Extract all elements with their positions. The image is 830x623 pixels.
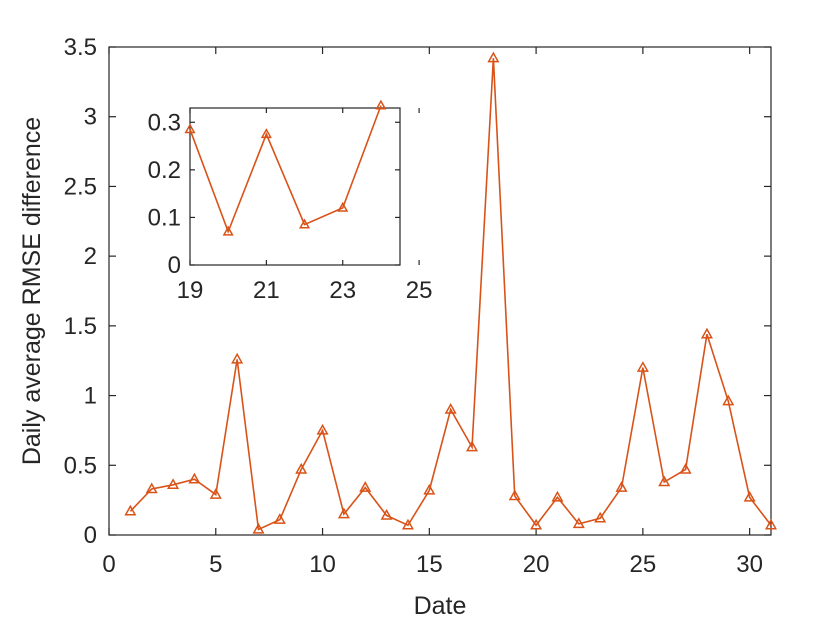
- data-point: [551, 490, 564, 502]
- data-point: [316, 423, 329, 435]
- data-point: [337, 507, 350, 519]
- x-tick-label: 10: [309, 551, 336, 578]
- data-point: [722, 394, 735, 406]
- data-point: [743, 490, 756, 502]
- x-tick-label: 20: [523, 551, 550, 578]
- y-tick-label: 0: [84, 522, 97, 549]
- data-point: [145, 482, 158, 494]
- data-point: [530, 518, 543, 530]
- x-tick-label: 30: [736, 551, 763, 578]
- data-point: [594, 511, 607, 523]
- data-point: [444, 402, 457, 414]
- inset-data-point: [298, 218, 311, 229]
- y-tick-label: 3: [84, 104, 97, 131]
- series-line: [129, 58, 772, 531]
- data-point: [658, 475, 671, 487]
- inset-x-tick-label: 23: [329, 277, 356, 304]
- inset-y-tick-label: 0.3: [148, 109, 181, 136]
- inset-data-point: [260, 128, 272, 139]
- y-tick-label: 3.5: [64, 34, 97, 61]
- data-point: [209, 488, 222, 499]
- data-point: [615, 481, 628, 492]
- data-point: [764, 518, 778, 530]
- y-tick-label: 0.5: [64, 452, 97, 479]
- data-point: [401, 518, 414, 530]
- data-point: [295, 462, 308, 474]
- inset-y-tick-label: 0.2: [148, 157, 181, 184]
- data-point: [252, 522, 265, 534]
- inset-data-point: [337, 201, 349, 212]
- data-point: [423, 483, 436, 495]
- data-point: [572, 517, 585, 529]
- data-point: [380, 508, 393, 520]
- inset-data-point: [375, 99, 387, 110]
- inset-y-tick-label: 0: [168, 252, 181, 279]
- data-point: [359, 481, 372, 492]
- data-point: [124, 504, 137, 516]
- data-point: [188, 472, 201, 484]
- inset-background: [190, 108, 400, 265]
- y-axis-label: Daily average RMSE difference: [18, 117, 46, 465]
- main-plot: 0 5 10 15 20 25 30 0 0.5 1 1.5 2 2.5 3 3.5 Date Daily av…: [18, 34, 778, 620]
- x-tick-label: 25: [630, 551, 657, 578]
- data-point: [231, 352, 244, 364]
- x-tick-label: 0: [102, 551, 115, 578]
- data-point: [700, 327, 713, 339]
- x-tick-label: 5: [209, 551, 222, 578]
- y-tick-label: 1.5: [64, 313, 97, 340]
- inset-y-tick-label: 0.1: [148, 204, 181, 231]
- data-point: [679, 462, 692, 474]
- inset-axes-box: [189, 107, 401, 266]
- inset-series-line: [189, 105, 382, 234]
- data-point: [508, 489, 521, 501]
- inset-x-tick-label: 25: [406, 277, 433, 304]
- data-point: [167, 478, 180, 490]
- inset-x-tick-label: 19: [177, 277, 204, 304]
- x-tick-label: 15: [416, 551, 443, 578]
- y-tick-label: 2.5: [64, 173, 97, 200]
- y-tick-label: 1: [84, 383, 97, 410]
- inset-x-tick-label: 21: [253, 277, 280, 304]
- inset-data-point: [222, 225, 234, 236]
- axes-box: [108, 46, 772, 536]
- inset-plot: 19 21 23 25 0 0.1 0.2 0.3: [148, 99, 433, 304]
- y-tick-label: 2: [84, 243, 97, 270]
- data-point: [466, 440, 479, 452]
- data-point: [636, 361, 649, 372]
- x-axis-label: Date: [414, 592, 467, 620]
- data-point: [487, 51, 500, 63]
- data-point: [273, 513, 286, 524]
- inset-data-point: [184, 123, 196, 134]
